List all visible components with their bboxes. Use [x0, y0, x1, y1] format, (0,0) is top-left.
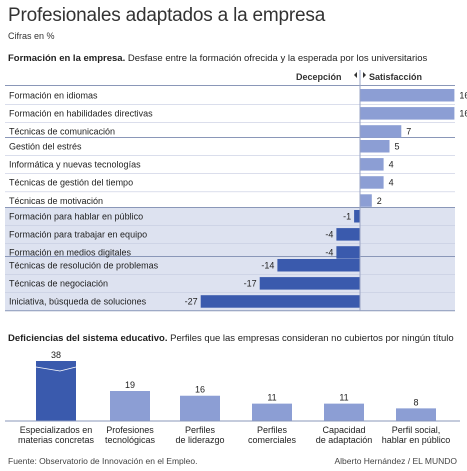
- left-arrow-icon: [354, 72, 357, 78]
- category-label: Formación en medios digitales: [9, 248, 132, 258]
- bar: [324, 403, 364, 421]
- category-label: Gestión del estrés: [9, 142, 82, 152]
- value-label: 38: [51, 350, 61, 360]
- bar: [354, 210, 360, 223]
- bar: [360, 176, 384, 189]
- category-label: Iniciativa, búsqueda de soluciones: [9, 297, 147, 307]
- category-label: Profesiones: [106, 425, 154, 435]
- highlight-band-2: [5, 207, 455, 262]
- category-label: hablar en público: [382, 435, 451, 445]
- value-label: 16: [459, 109, 467, 119]
- value-label: -1: [343, 212, 351, 222]
- section1-title-bold: Formación en la empresa.: [8, 53, 126, 64]
- category-label: Formación en idiomas: [9, 91, 98, 101]
- value-label: 7: [406, 127, 411, 137]
- value-label: -14: [261, 261, 274, 271]
- bar-break-mark: [35, 366, 77, 372]
- section1-title: Formación en la empresa. Desfase entre l…: [8, 53, 427, 64]
- bar: [360, 140, 390, 153]
- category-label: Formación para hablar en público: [9, 212, 143, 222]
- value-label: 5: [395, 142, 400, 152]
- category-label: de adaptación: [316, 435, 373, 445]
- value-label: -27: [185, 297, 198, 307]
- bar: [277, 259, 360, 272]
- training-gap-chart: Formación en idiomas 16 Formación en habil…: [5, 70, 467, 312]
- page-subtitle: Cifras en %: [8, 31, 55, 41]
- value-label: -17: [244, 279, 257, 289]
- bar: [180, 395, 220, 421]
- category-label: comerciales: [248, 435, 297, 445]
- category-label: materias concretas: [18, 435, 95, 445]
- source-note: Fuente: Observatorio de Innovación en el…: [8, 456, 198, 466]
- bar: [360, 194, 372, 207]
- value-label: 4: [389, 178, 394, 188]
- bar: [259, 277, 360, 290]
- category-label: Técnicas de resolución de problemas: [9, 261, 159, 271]
- credit-note: Alberto Hernández / EL MUNDO: [334, 456, 457, 466]
- category-label: de liderazgo: [175, 435, 224, 445]
- value-label: 8: [413, 397, 418, 407]
- bar: [360, 89, 455, 102]
- value-label: 16: [195, 385, 205, 395]
- value-label: 11: [339, 393, 348, 403]
- value-label: -4: [325, 248, 333, 258]
- section2-title-bold: Deficiencias del sistema educativo.: [8, 333, 168, 344]
- category-label: Perfiles: [185, 425, 216, 435]
- value-label: -4: [325, 230, 333, 240]
- satisfaction-heading: Satisfacción: [369, 72, 423, 82]
- category-label: Técnicas de gestión del tiempo: [9, 178, 133, 188]
- bar: [360, 107, 455, 120]
- bar: [396, 408, 436, 421]
- section2-title: Deficiencias del sistema educativo. Perf…: [8, 333, 454, 344]
- page-title: Profesionales adaptados a la empresa: [8, 5, 326, 26]
- bar: [336, 228, 360, 241]
- category-label: Formación para trabajar en equipo: [9, 230, 147, 240]
- category-label: Formación en habilidades directivas: [9, 109, 153, 119]
- bar: [336, 246, 360, 259]
- category-label: Técnicas de comunicación: [9, 127, 115, 137]
- bar: [360, 125, 402, 138]
- category-label: Perfil social,: [392, 425, 441, 435]
- category-label: Perfiles: [257, 425, 288, 435]
- value-label: 16: [459, 91, 467, 101]
- category-label: Capacidad: [322, 425, 365, 435]
- category-label: Especializados en: [20, 425, 93, 435]
- value-label: 2: [377, 196, 382, 206]
- bar: [110, 391, 150, 421]
- section2-title-rest: Perfiles que las empresas consideran no …: [167, 333, 454, 344]
- category-label: Técnicas de motivación: [9, 196, 103, 206]
- bar: [360, 158, 384, 171]
- category-label: tecnológicas: [105, 435, 156, 445]
- bar: [252, 403, 292, 421]
- value-label: 19: [125, 380, 135, 390]
- value-label: 4: [389, 160, 394, 170]
- category-label: Técnicas de negociación: [9, 279, 108, 289]
- value-label: 11: [267, 393, 276, 403]
- deception-heading: Decepción: [296, 72, 342, 82]
- bar: [200, 295, 360, 308]
- category-label: Informática y nuevas tecnologías: [9, 160, 141, 170]
- right-arrow-icon: [363, 72, 366, 78]
- bar: [36, 361, 76, 421]
- section1-title-rest: Desfase entre la formación ofrecida y la…: [125, 53, 428, 64]
